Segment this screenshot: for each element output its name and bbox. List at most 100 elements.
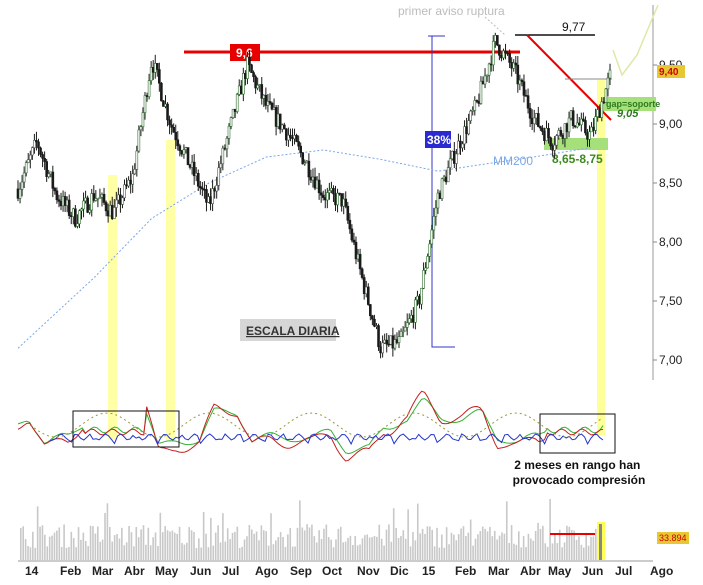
candle-body	[551, 145, 554, 151]
volume-bar	[121, 527, 123, 560]
ma-label: MM200	[493, 154, 533, 168]
candle-body	[563, 123, 567, 139]
ma-line	[17, 147, 591, 349]
y-tick-label: 7,50	[659, 294, 683, 308]
candle-body	[504, 50, 507, 54]
highlight-bar-mar	[108, 175, 117, 440]
volume-bar	[373, 536, 376, 560]
volume-bar	[92, 526, 94, 560]
volume-bar	[262, 530, 265, 560]
candle-body	[63, 196, 67, 206]
downtrend-line	[526, 34, 612, 121]
candle-body	[530, 117, 534, 125]
candle-body	[123, 184, 126, 199]
candle-body	[39, 147, 42, 155]
candle-body	[252, 72, 255, 78]
candle-body	[366, 286, 370, 305]
volume-bar	[368, 537, 371, 560]
gap-value-label: 9,05	[617, 108, 639, 120]
candle-body	[354, 241, 358, 260]
volume-label-box	[657, 532, 689, 544]
volume-bar	[166, 530, 169, 560]
candle-body	[463, 126, 466, 145]
volume-bar	[84, 541, 87, 560]
volume-bar	[22, 526, 25, 560]
volume-bar	[364, 535, 366, 560]
volume-bar	[291, 546, 294, 560]
candle-body	[196, 173, 200, 187]
candle-body	[215, 185, 218, 192]
candle-body	[276, 113, 280, 127]
candle-body	[377, 325, 380, 348]
candle-body	[192, 161, 196, 177]
candle-body	[434, 207, 438, 217]
candle-body	[201, 187, 204, 190]
candle-body	[532, 117, 536, 125]
candle-body	[559, 130, 563, 136]
candle-body	[500, 54, 503, 59]
candle-body	[31, 147, 34, 156]
candle-body	[131, 173, 135, 185]
candle-body	[545, 128, 548, 142]
volume-bar	[41, 525, 44, 560]
candle-body	[336, 192, 339, 206]
candle-body	[143, 95, 147, 113]
volume-bar	[424, 533, 426, 560]
volume-bar	[214, 532, 217, 560]
candle-body	[24, 162, 28, 174]
candle-body	[57, 199, 61, 202]
candle-body	[270, 102, 274, 110]
candle-body	[510, 62, 513, 69]
candle-body	[577, 122, 581, 126]
y-tick-label: 7,00	[659, 353, 683, 367]
candle-body	[76, 223, 79, 227]
candle-body	[461, 143, 464, 149]
x-tick-label: Jun	[582, 564, 603, 578]
candle-body	[250, 64, 253, 73]
volume-bar	[275, 540, 277, 560]
oscillator-red-line	[17, 390, 604, 462]
candle-body	[502, 50, 505, 59]
candle-body	[598, 109, 602, 118]
candle-body	[457, 140, 460, 155]
candle-body	[430, 229, 434, 245]
volume-bar	[339, 526, 342, 560]
candle-body	[16, 188, 20, 199]
candle-body	[53, 188, 57, 192]
candle-body	[573, 125, 577, 128]
volume-bar	[222, 513, 224, 560]
candle-body	[584, 120, 587, 134]
candle-body	[182, 149, 186, 155]
candle-body	[475, 100, 479, 102]
volume-bar	[48, 536, 51, 560]
volume-bar	[462, 526, 465, 560]
candle-body	[448, 158, 452, 168]
candle-body	[526, 95, 530, 109]
volume-bar	[70, 531, 73, 560]
volume-bar	[87, 546, 89, 560]
volume-bar	[542, 525, 544, 560]
candle-body	[389, 335, 393, 345]
candle-body	[231, 108, 235, 118]
volume-bar	[202, 511, 205, 560]
candle-body	[436, 192, 440, 209]
candle-body	[153, 63, 157, 73]
candle-body	[496, 35, 499, 46]
candle-body	[203, 188, 206, 191]
volume-bar	[200, 547, 203, 560]
candle-body	[588, 131, 591, 140]
volume-bar	[169, 531, 171, 560]
candle-body	[26, 159, 30, 163]
candle-body	[69, 215, 73, 217]
volume-bar	[527, 533, 530, 560]
volume-bar	[226, 528, 229, 560]
candle-body	[334, 193, 337, 206]
candle-body	[67, 199, 71, 216]
candle-body	[51, 171, 55, 189]
volume-bar	[402, 530, 405, 560]
candle-body	[106, 210, 110, 217]
candle-body	[248, 56, 251, 66]
candle-body	[78, 210, 81, 225]
volume-bar	[250, 529, 253, 560]
volume-bar	[546, 546, 549, 560]
